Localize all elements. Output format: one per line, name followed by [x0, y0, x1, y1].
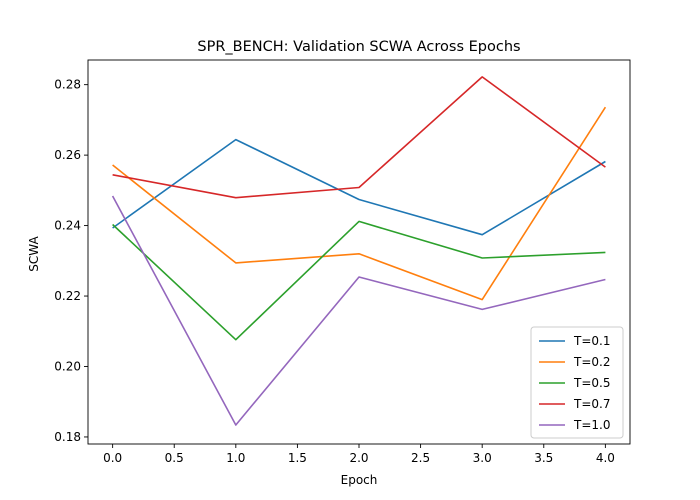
y-axis-label: SCWA: [27, 236, 41, 272]
y-tick-label: 0.18: [54, 430, 81, 444]
series-line-3: [112, 76, 606, 199]
series-line-4: [111, 195, 606, 426]
y-tick-label: 0.20: [54, 359, 81, 373]
y-axis: 0.18 0.20 0.22 0.24 0.26 0.28: [54, 78, 88, 444]
x-axis-label: Epoch: [341, 473, 378, 487]
x-tick-label: 0.5: [165, 451, 184, 465]
x-tick-label: 1.0: [226, 451, 245, 465]
chart-title: SPR_BENCH: Validation SCWA Across Epochs: [197, 39, 520, 55]
legend-label-0[interactable]: T=0.1: [573, 334, 610, 348]
x-tick-label: 2.5: [411, 451, 430, 465]
y-tick-label: 0.22: [54, 289, 81, 303]
y-tick-label: 0.28: [54, 78, 81, 92]
legend-box: [530, 326, 624, 439]
legend-label-1[interactable]: T=0.2: [573, 355, 610, 369]
series-line-1: [112, 106, 607, 301]
x-tick-label: 2.0: [349, 451, 368, 465]
legend-label-4[interactable]: T=1.0: [573, 418, 610, 432]
legend-label-2[interactable]: T=0.5: [573, 376, 610, 390]
x-tick-label: 4.0: [596, 451, 615, 465]
y-tick-label: 0.24: [54, 219, 81, 233]
series-line-2: [112, 220, 606, 341]
series-line-0: [112, 138, 606, 236]
y-tick-label: 0.26: [54, 148, 81, 162]
x-tick-label: 0.0: [103, 451, 122, 465]
x-tick-label: 3.0: [473, 451, 492, 465]
x-axis: 0.0 0.5 1.0 1.5 2.0 2.5 3.0 3.5 4.0: [103, 444, 615, 465]
x-tick-label: 3.5: [534, 451, 553, 465]
legend-label-3[interactable]: T=0.7: [573, 397, 610, 411]
legend[interactable]: T=0.1 T=0.2 T=0.5 T=0.7 T=1.0: [530, 326, 624, 439]
x-tick-label: 1.5: [288, 451, 307, 465]
